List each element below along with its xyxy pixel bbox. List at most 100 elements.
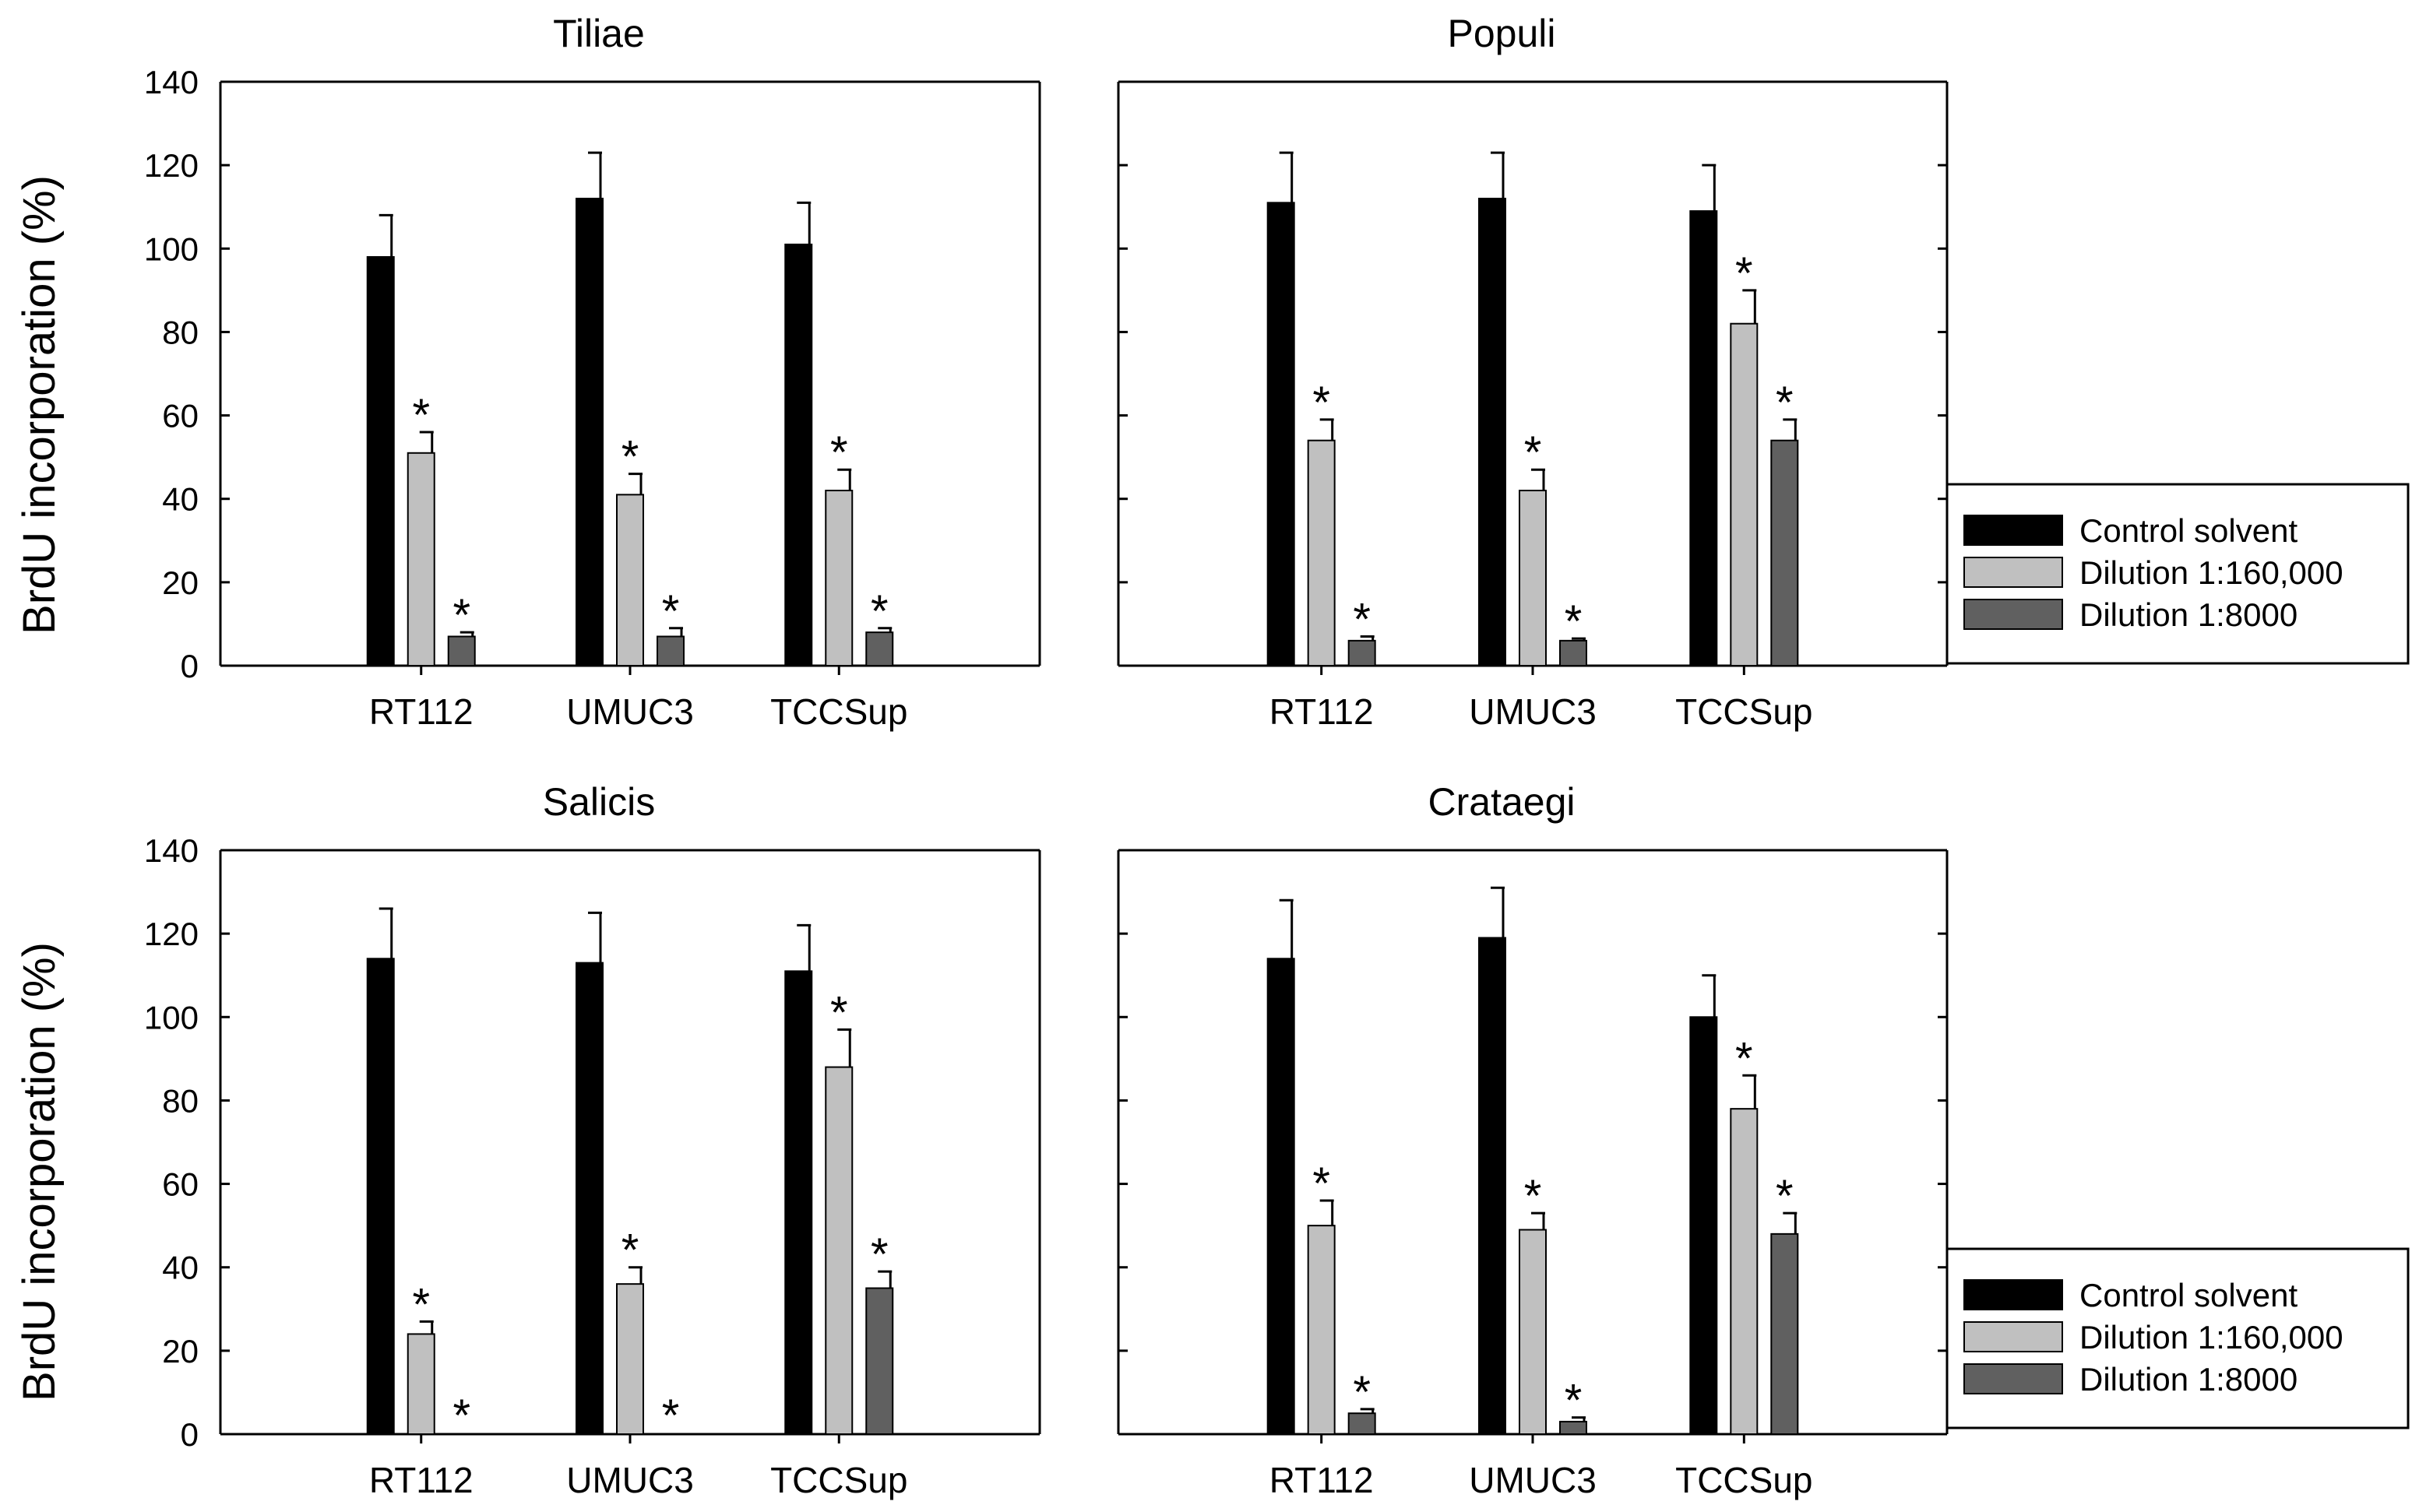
x-tick-label-umuc3: UMUC3 xyxy=(566,691,694,732)
panel-populi: Populi RT112 * * UMUC3 * * TCCSup * * xyxy=(1117,12,1949,732)
bar-salicis-tccsup-control xyxy=(784,970,813,1436)
bar-crataegi-tccsup-dilution-8000 xyxy=(1770,1232,1799,1436)
significance-star: * xyxy=(1353,595,1371,645)
bar-populi-tccsup-control xyxy=(1689,210,1718,667)
y-tick-label: 20 xyxy=(162,564,199,601)
y-tick-label: 80 xyxy=(162,314,199,350)
legend-swatch-dilution-160000 xyxy=(1963,1321,2063,1352)
significance-star: * xyxy=(1776,1171,1794,1222)
bar-crataegi-tccsup-control xyxy=(1689,1016,1718,1436)
legend-swatch-control xyxy=(1963,1279,2063,1310)
significance-star: * xyxy=(1312,378,1330,428)
legend-label-dilution-160000: Dilution 1:160,000 xyxy=(2079,1319,2343,1356)
significance-star: * xyxy=(1524,1171,1542,1222)
significance-star: * xyxy=(1735,248,1753,299)
y-tick-label: 100 xyxy=(144,230,199,267)
significance-star: * xyxy=(1312,1159,1330,1209)
x-tick-label-tccsup: TCCSup xyxy=(770,1460,907,1500)
bar-populi-rt112-dilution-8000 xyxy=(1347,639,1376,666)
y-tick-label: 140 xyxy=(144,64,199,100)
y-tick-label: 40 xyxy=(162,1250,199,1286)
bar-salicis-rt112-control xyxy=(366,958,395,1436)
significance-star: * xyxy=(1524,427,1542,478)
legend-label-dilution-8000: Dilution 1:8000 xyxy=(2079,1361,2298,1398)
x-tick-label-umuc3: UMUC3 xyxy=(1469,691,1597,732)
bar-crataegi-umuc3-dilution-160000 xyxy=(1519,1229,1547,1435)
bar-crataegi-rt112-control xyxy=(1266,958,1295,1436)
significance-star: * xyxy=(452,590,470,641)
legend-swatch-dilution-160000 xyxy=(1963,557,2063,588)
significance-star: * xyxy=(662,586,680,637)
significance-star: * xyxy=(871,1229,889,1280)
significance-star: * xyxy=(621,1225,639,1276)
bar-populi-umuc3-control xyxy=(1478,198,1506,666)
significance-star: * xyxy=(621,432,639,483)
bar-populi-tccsup-dilution-8000 xyxy=(1770,439,1799,666)
y-tick-label: 120 xyxy=(144,147,199,184)
bar-salicis-tccsup-dilution-8000 xyxy=(865,1287,894,1435)
panel-crataegi: Crataegi RT112 * * UMUC3 * * TCCSup * * xyxy=(1117,780,1949,1500)
bar-populi-umuc3-dilution-8000 xyxy=(1559,639,1587,666)
significance-star: * xyxy=(871,586,889,637)
bar-crataegi-umuc3-dilution-8000 xyxy=(1559,1420,1587,1436)
y-tick-label: 100 xyxy=(144,999,199,1036)
bar-tiliae-rt112-control xyxy=(366,256,395,666)
bar-salicis-rt112-dilution-160000 xyxy=(407,1333,435,1436)
bar-crataegi-rt112-dilution-8000 xyxy=(1347,1412,1376,1435)
x-tick-label-tccsup: TCCSup xyxy=(770,691,907,732)
bar-salicis-tccsup-dilution-160000 xyxy=(825,1066,854,1435)
y-tick-label: 60 xyxy=(162,398,199,434)
significance-star: * xyxy=(1565,1376,1583,1426)
bar-crataegi-tccsup-dilution-160000 xyxy=(1730,1108,1759,1435)
y-tick-label: 40 xyxy=(162,481,199,518)
significance-star: * xyxy=(830,427,848,478)
bar-tiliae-tccsup-control xyxy=(784,243,813,666)
bar-tiliae-umuc3-dilution-160000 xyxy=(616,494,644,666)
y-tick-label: 20 xyxy=(162,1333,199,1370)
y-tick-label: 80 xyxy=(162,1082,199,1119)
legend-label-dilution-8000: Dilution 1:8000 xyxy=(2079,596,2298,633)
significance-star: * xyxy=(452,1391,470,1441)
bar-crataegi-umuc3-control xyxy=(1478,937,1506,1435)
legend-swatch-dilution-8000 xyxy=(1963,599,2063,630)
significance-star: * xyxy=(1353,1367,1371,1418)
bar-tiliae-umuc3-control xyxy=(576,198,604,666)
y-tick-label: 0 xyxy=(181,648,199,684)
bar-tiliae-tccsup-dilution-160000 xyxy=(825,490,854,666)
bar-tiliae-tccsup-dilution-8000 xyxy=(865,631,894,667)
significance-star: * xyxy=(1776,378,1794,428)
y-tick-label: 0 xyxy=(181,1416,199,1453)
bar-populi-umuc3-dilution-160000 xyxy=(1519,490,1547,666)
x-tick-label-tccsup: TCCSup xyxy=(1675,691,1812,732)
legend-label-control: Control solvent xyxy=(2079,1277,2298,1313)
x-tick-label-rt112: RT112 xyxy=(1269,691,1374,732)
panel-salicis: Salicis 0 20 40 60 80 100 120 140 RT112 * * UMUC3 * * T… xyxy=(144,780,1041,1500)
significance-star: * xyxy=(662,1391,680,1441)
panel-title: Crataegi xyxy=(1428,780,1576,824)
legend-swatch-dilution-8000 xyxy=(1963,1363,2063,1394)
legend-label-dilution-160000: Dilution 1:160,000 xyxy=(2079,554,2343,591)
panel-tiliae: Tiliae 0 20 40 60 80 100 120 140 RT112 * * UMUC3 * * TC… xyxy=(144,12,1041,732)
y-axis-title-top: BrdU incorporation (%) xyxy=(14,175,65,635)
bar-salicis-umuc3-control xyxy=(576,962,604,1435)
significance-star: * xyxy=(412,1279,430,1330)
y-tick-label: 60 xyxy=(162,1166,199,1203)
bar-tiliae-umuc3-dilution-8000 xyxy=(657,635,685,666)
significance-star: * xyxy=(412,390,430,441)
bar-tiliae-rt112-dilution-8000 xyxy=(447,635,476,666)
legend-bottom: Control solvent Dilution 1:160,000 Dilut… xyxy=(1945,1247,2410,1429)
significance-star: * xyxy=(830,987,848,1038)
panel-title: Populi xyxy=(1448,12,1556,55)
bar-tiliae-rt112-dilution-160000 xyxy=(407,452,435,666)
y-tick-label: 120 xyxy=(144,916,199,952)
x-tick-label-rt112: RT112 xyxy=(369,1460,474,1500)
y-tick-label: 140 xyxy=(144,832,199,869)
legend-swatch-control xyxy=(1963,515,2063,546)
bar-crataegi-rt112-dilution-160000 xyxy=(1307,1225,1336,1435)
y-axis-title-bottom: BrdU incorporation (%) xyxy=(14,942,65,1401)
bar-populi-rt112-control xyxy=(1266,202,1295,667)
x-tick-label-rt112: RT112 xyxy=(369,691,474,732)
legend-label-control: Control solvent xyxy=(2079,512,2298,549)
significance-star: * xyxy=(1735,1033,1753,1084)
